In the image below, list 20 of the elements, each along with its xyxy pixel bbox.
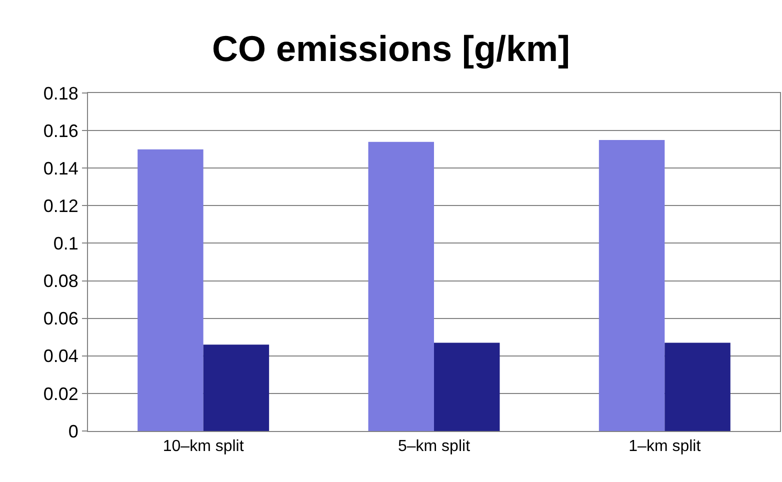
- y-tick-label: 0.02: [43, 384, 78, 404]
- x-tick-label: 5–km split: [398, 438, 471, 456]
- y-tick-label: 0.16: [43, 120, 78, 141]
- y-tick-label: 0.08: [43, 271, 78, 292]
- y-tick-label: 0.04: [43, 346, 78, 366]
- bar: [598, 140, 665, 431]
- y-tick-label: 0.18: [43, 83, 78, 104]
- bar: [664, 342, 730, 431]
- bar: [368, 142, 434, 431]
- chart-title: CO emissions [g/km]: [212, 28, 570, 69]
- bar: [138, 149, 204, 431]
- x-tick-label: 1–km split: [628, 438, 702, 456]
- bar: [434, 342, 500, 431]
- y-tick-label: 0: [68, 421, 78, 442]
- y-tick-label: 0.06: [43, 308, 78, 329]
- x-tick-label: 10–km split: [162, 438, 244, 456]
- y-tick-label: 0.1: [53, 234, 78, 254]
- bar: [203, 344, 270, 431]
- y-tick-label: 0.14: [43, 158, 78, 178]
- y-tick-label: 0.12: [43, 196, 78, 216]
